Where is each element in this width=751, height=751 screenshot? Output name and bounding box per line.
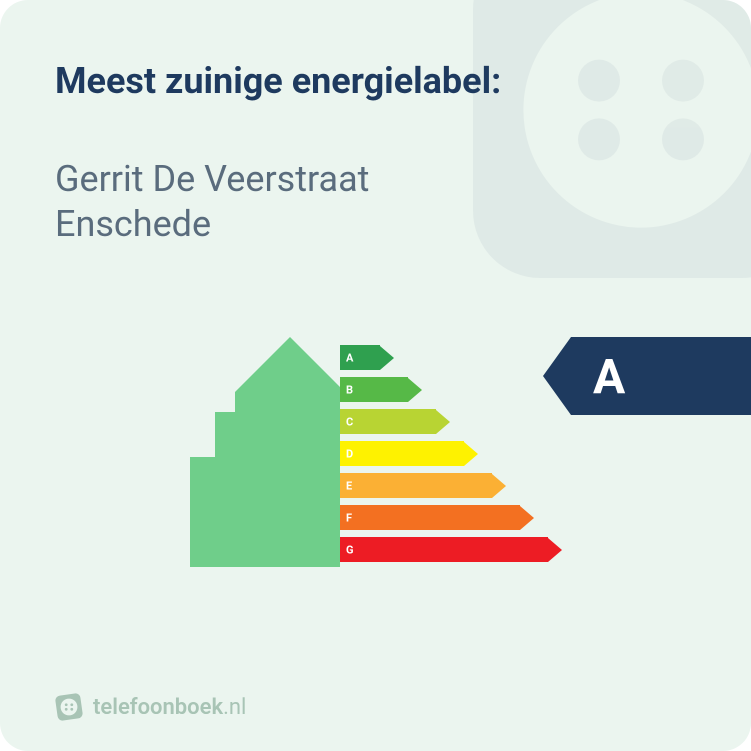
grade-letter: A xyxy=(593,348,625,405)
energy-bar-a: A xyxy=(340,345,562,374)
address-line-2: Enschede xyxy=(55,202,696,247)
energy-bar-g: G xyxy=(340,537,562,566)
footer: telefoonboek.nl xyxy=(55,693,246,721)
energy-bar-c: C xyxy=(340,409,562,438)
badge-body: A xyxy=(571,337,751,415)
energy-label-bars: A B C D E F G xyxy=(340,345,562,569)
energy-bar-label: F xyxy=(346,511,352,524)
energy-bar-e: E xyxy=(340,473,562,502)
footer-brand: telefoonboek.nl xyxy=(93,695,246,720)
energy-bar-b: B xyxy=(340,377,562,406)
energy-arrow: D xyxy=(340,441,562,466)
energy-arrow: E xyxy=(340,473,562,498)
energy-arrow: A xyxy=(340,345,562,370)
energy-arrow: C xyxy=(340,409,562,434)
energy-arrow: F xyxy=(340,505,562,530)
energy-bar-label: G xyxy=(346,543,354,556)
energy-bar-f: F xyxy=(340,505,562,534)
energy-arrow: G xyxy=(340,537,562,562)
energy-bar-label: D xyxy=(346,447,353,460)
house-icon xyxy=(190,337,340,567)
energy-label-card: Meest zuinige energielabel: Gerrit De Ve… xyxy=(0,0,751,751)
footer-brand-name: telefoonboek xyxy=(93,695,223,720)
footer-tld: .nl xyxy=(223,695,246,720)
badge-notch xyxy=(543,337,571,415)
energy-arrow: B xyxy=(340,377,562,402)
energy-bar-label: A xyxy=(346,351,353,364)
grade-badge: A xyxy=(543,337,751,415)
address-block: Gerrit De Veerstraat Enschede xyxy=(55,157,696,247)
address-line-1: Gerrit De Veerstraat xyxy=(55,157,696,202)
energy-bar-label: E xyxy=(346,479,352,492)
page-title: Meest zuinige energielabel: xyxy=(55,60,696,102)
energy-chart: A B C D E F G A xyxy=(55,327,696,587)
energy-bar-d: D xyxy=(340,441,562,470)
energy-bar-label: B xyxy=(346,383,353,396)
energy-bar-label: C xyxy=(346,415,353,428)
footer-logo-icon xyxy=(55,693,83,721)
